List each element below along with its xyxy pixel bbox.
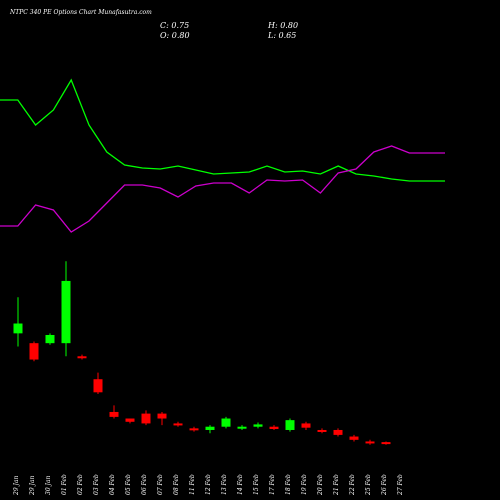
candle: [365, 439, 375, 445]
candle: [45, 333, 55, 345]
x-tick-label: 25 Feb: [365, 474, 372, 496]
x-tick-label: 05 Feb: [125, 474, 132, 495]
upper-line-panel: [0, 78, 445, 233]
x-tick-label: 20 Feb: [317, 474, 324, 496]
candle: [317, 428, 327, 434]
x-tick-label: 12 Feb: [205, 474, 212, 495]
close-value: C: 0.75: [160, 21, 190, 30]
x-tick-label: 29 Jan: [13, 475, 20, 496]
candle: [61, 261, 71, 357]
x-tick-label: 06 Feb: [141, 474, 148, 495]
x-tick-label: 14 Feb: [237, 474, 244, 495]
x-tick-label: 21 Feb: [333, 474, 340, 496]
candle: [269, 425, 279, 430]
candle: [109, 405, 119, 419]
x-tick-label: 11 Feb: [189, 474, 196, 495]
x-tick-label: 02 Feb: [77, 474, 84, 495]
x-tick-label: 26 Feb: [381, 474, 388, 496]
candle-body: [109, 411, 119, 417]
x-tick-label: 15 Feb: [253, 474, 260, 495]
candle: [221, 416, 231, 429]
candle-body: [349, 436, 359, 440]
candle: [13, 297, 23, 347]
open-value: O: 0.80: [160, 31, 190, 40]
candle-body: [77, 356, 87, 359]
candlestick-panel: [13, 261, 391, 445]
x-tick-label: 18 Feb: [285, 474, 292, 495]
x-tick-label: 13 Feb: [221, 474, 228, 495]
x-tick-label: 19 Feb: [301, 474, 308, 495]
candle: [125, 418, 135, 424]
candle-body: [221, 418, 231, 427]
candle: [253, 422, 263, 429]
candle: [93, 372, 103, 394]
candle: [141, 410, 151, 426]
chart-title: NTPC 340 PE Options Chart Munafasutra.co…: [10, 9, 152, 16]
candle: [333, 428, 343, 437]
x-tick-label: 08 Feb: [173, 474, 180, 495]
line-series-2: [0, 145, 445, 233]
candle: [301, 421, 311, 430]
x-tick-label: 17 Feb: [269, 474, 276, 495]
candle: [189, 426, 199, 432]
candle: [349, 434, 359, 442]
candle: [237, 425, 247, 430]
candle: [173, 421, 183, 427]
candle-body: [301, 423, 311, 428]
candle-body: [61, 280, 71, 344]
candle: [29, 341, 39, 362]
candle: [285, 418, 295, 432]
candle-body: [157, 413, 167, 419]
candle-body: [45, 334, 55, 344]
candle: [381, 441, 391, 445]
candle-body: [173, 423, 183, 426]
x-tick-label: 27 Feb: [397, 474, 404, 496]
candle-body: [253, 424, 263, 427]
candle-body: [237, 426, 247, 429]
candle-body: [269, 426, 279, 429]
candle-body: [285, 420, 295, 430]
candle-body: [365, 441, 375, 444]
candle-body: [333, 429, 343, 435]
low-value: L: 0.65: [268, 31, 297, 40]
candle-body: [189, 428, 199, 431]
x-tick-label: 22 Feb: [349, 474, 356, 496]
candle-body: [141, 413, 151, 424]
candle: [157, 411, 167, 426]
candle-body: [93, 379, 103, 393]
x-axis-labels: 29 Jan 29 Jan 30 Jan 01 Feb 02 Feb 03 Feb 04 F…: [13, 474, 404, 496]
candle-body: [29, 343, 39, 360]
candle-body: [381, 442, 391, 445]
candle-body: [317, 429, 327, 432]
x-tick-label: 04 Feb: [109, 474, 116, 495]
candle: [205, 425, 215, 434]
candle-body: [13, 323, 23, 334]
x-tick-label: 30 Jan: [45, 475, 52, 495]
high-value: H: 0.80: [268, 21, 299, 30]
x-tick-label: 29 Jan: [29, 475, 36, 496]
x-tick-label: 03 Feb: [93, 474, 100, 495]
candle-body: [205, 426, 215, 430]
candle: [77, 354, 87, 360]
candle-body: [125, 418, 135, 422]
x-tick-label: 01 Feb: [61, 474, 68, 495]
line-series-1: [0, 78, 445, 182]
x-tick-label: 07 Feb: [157, 474, 164, 495]
